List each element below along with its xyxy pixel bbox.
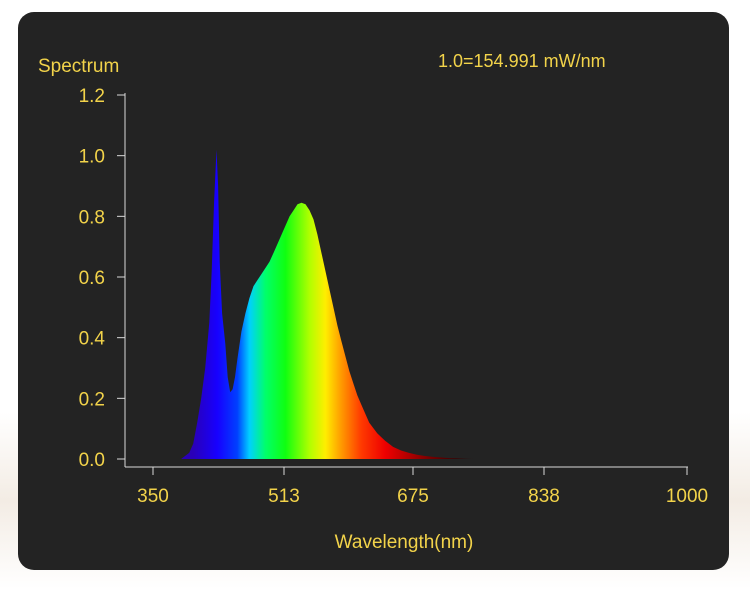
x-axis-label: Wavelength(nm) bbox=[335, 532, 474, 553]
y-axis-label: Spectrum bbox=[38, 56, 119, 77]
y-tick-label: 0.4 bbox=[79, 329, 106, 350]
x-tick-label: 675 bbox=[397, 486, 429, 507]
y-tick-label: 0.6 bbox=[79, 268, 105, 289]
y-axis: 0.0 0.2 0.4 0.6 0.8 1.0 1.2 bbox=[79, 86, 125, 471]
x-tick-label: 838 bbox=[528, 486, 560, 507]
x-tick-label: 513 bbox=[268, 486, 300, 507]
spectrum-area bbox=[181, 149, 506, 459]
y-tick-label: 0.8 bbox=[79, 207, 105, 228]
y-tick-label: 1.2 bbox=[79, 86, 105, 107]
power-annotation: 1.0=154.991 mW/nm bbox=[438, 51, 606, 71]
x-tick-label: 1000 bbox=[666, 486, 708, 507]
y-tick-label: 0.2 bbox=[79, 389, 105, 410]
y-tick-label: 1.0 bbox=[79, 147, 105, 168]
chart-panel bbox=[18, 12, 729, 570]
x-axis: 350 513 675 838 1000 bbox=[137, 467, 708, 507]
x-tick-label: 350 bbox=[137, 486, 169, 507]
y-tick-label: 0.0 bbox=[79, 450, 105, 471]
